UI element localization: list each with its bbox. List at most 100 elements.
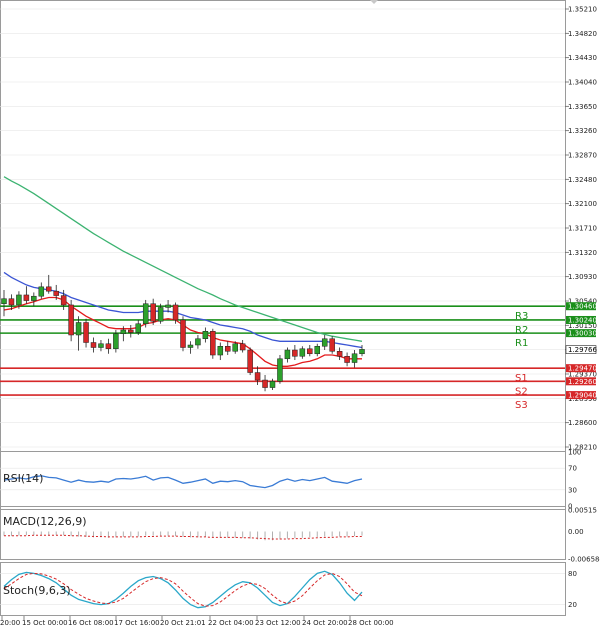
candle-body bbox=[128, 329, 134, 333]
candle-body bbox=[225, 346, 231, 352]
level-price-label: 1.29470 bbox=[568, 365, 597, 373]
candle-body bbox=[60, 295, 67, 306]
price-grid bbox=[0, 8, 565, 448]
candle-body bbox=[344, 356, 350, 363]
time-tick-label: 15 Oct 00:00 bbox=[22, 619, 68, 627]
price-tick-label: 1.32480 bbox=[568, 176, 597, 184]
candle-body bbox=[68, 304, 74, 336]
stoch-label: Stoch(9,6,3) bbox=[3, 584, 71, 597]
ma-slow-line bbox=[3, 176, 363, 342]
candle-body bbox=[254, 372, 261, 381]
level-name-s2: S2 bbox=[515, 386, 528, 397]
time-tick-label: 16 Oct 08:00 bbox=[68, 619, 114, 627]
candle-body bbox=[321, 338, 328, 347]
current-price-label: 1.29766 bbox=[568, 346, 597, 354]
scroll-marker-icon bbox=[370, 0, 378, 4]
level-price-tag bbox=[566, 377, 596, 386]
candle-body bbox=[217, 346, 224, 356]
candle-body bbox=[329, 338, 335, 352]
rsi-label: RSI(14) bbox=[3, 472, 43, 485]
level-price-label: 1.30460 bbox=[568, 303, 597, 311]
candle-body bbox=[284, 349, 291, 360]
rsi-axis: 100 70 30 0 bbox=[568, 449, 581, 511]
candle-body bbox=[262, 379, 268, 388]
level-price-tag bbox=[566, 302, 596, 311]
time-tick-label: 23 Oct 12:00 bbox=[255, 619, 301, 627]
stoch-signal-line bbox=[3, 572, 363, 607]
candle-body bbox=[180, 319, 186, 348]
price-tick-label: 1.28210 bbox=[568, 444, 597, 452]
macd-histogram bbox=[3, 531, 363, 541]
candle-body bbox=[23, 294, 30, 301]
price-tick-label: 1.29370 bbox=[568, 371, 597, 379]
candle-body bbox=[16, 294, 22, 306]
time-tick-label: 20:00 bbox=[0, 619, 20, 627]
level-price-label: 1.30240 bbox=[568, 316, 597, 324]
rsi-tick-label: 0 bbox=[568, 503, 572, 511]
candle-body bbox=[113, 333, 119, 350]
level-price-tag bbox=[566, 364, 596, 373]
macd-tick-label: 0.00 bbox=[568, 528, 584, 536]
price-tick-label: 1.35210 bbox=[568, 6, 597, 14]
macd-label: MACD(12,26,9) bbox=[3, 515, 87, 528]
level-name-r2: R2 bbox=[515, 325, 528, 336]
price-tick-label: 1.28600 bbox=[568, 419, 597, 427]
candle-body bbox=[336, 351, 343, 357]
stoch-tick-label: 80 bbox=[568, 570, 577, 578]
time-tick-label: 24 Oct 20:00 bbox=[302, 619, 348, 627]
stoch-tick-label: 20 bbox=[568, 601, 577, 609]
level-name-s3: S3 bbox=[515, 400, 528, 411]
candle-body bbox=[90, 342, 97, 348]
candle-body bbox=[150, 303, 156, 322]
stoch-axis: 80 20 bbox=[568, 570, 577, 609]
macd-axis: 0.00515 0.00 -0.006584 bbox=[568, 507, 600, 564]
level-price-tag bbox=[566, 391, 596, 400]
candle-body bbox=[31, 295, 37, 301]
price-tick-label: 1.32100 bbox=[568, 200, 597, 208]
candle-body bbox=[142, 303, 149, 324]
price-tick-label: 1.34820 bbox=[568, 30, 597, 38]
candle-body bbox=[135, 323, 141, 333]
rsi-panel-frame bbox=[0, 451, 566, 507]
price-tick-label: 1.31320 bbox=[568, 249, 597, 257]
level-price-label: 1.29040 bbox=[568, 392, 597, 400]
rsi-tick-label: 30 bbox=[568, 486, 577, 494]
rsi-series-line bbox=[3, 475, 363, 489]
candle-body bbox=[232, 343, 238, 352]
candle-body bbox=[195, 338, 201, 346]
candle-body bbox=[210, 330, 216, 356]
level-name-r1: R1 bbox=[515, 338, 528, 349]
price-tick-label: 1.33650 bbox=[568, 103, 597, 111]
candle-body bbox=[202, 330, 209, 340]
candle-body bbox=[8, 298, 15, 306]
candle-body bbox=[157, 307, 164, 322]
price-tick-label: 1.33260 bbox=[568, 127, 597, 135]
candlesticks bbox=[1, 274, 365, 392]
candle-body bbox=[187, 344, 194, 348]
price-tick-label: 1.34430 bbox=[568, 54, 597, 62]
stoch-main-line bbox=[3, 570, 363, 609]
level-price-tag bbox=[566, 315, 596, 324]
stoch-panel-frame bbox=[0, 562, 566, 616]
price-tick-label: 1.30150 bbox=[568, 322, 597, 330]
candle-body bbox=[277, 358, 283, 382]
candle-body bbox=[299, 348, 306, 357]
current-price-tag bbox=[565, 345, 597, 354]
candle-body bbox=[53, 290, 59, 296]
level-name-r3: R3 bbox=[515, 311, 528, 322]
time-tick-label: 17 Oct 16:00 bbox=[114, 619, 160, 627]
price-tick-label: 1.30540 bbox=[568, 298, 597, 306]
time-tick-label: 22 Oct 04:00 bbox=[208, 619, 254, 627]
rsi-line bbox=[0, 467, 565, 491]
price-tags: 1.30460 1.30240 1.30030 1.29470 1.29260 1.290… bbox=[565, 302, 597, 400]
level-name-s1: S1 bbox=[515, 373, 528, 384]
candle-body bbox=[314, 346, 320, 355]
rsi-panel: 100 70 30 0 RSI(14) bbox=[0, 449, 581, 511]
candle-body bbox=[98, 343, 104, 348]
time-tick-label: 20 Oct 21:01 bbox=[160, 619, 206, 627]
candle-body bbox=[120, 329, 127, 334]
candle-body bbox=[165, 304, 171, 308]
price-tick-label: 1.34040 bbox=[568, 79, 597, 87]
price-tick-label: 1.31710 bbox=[568, 225, 597, 233]
